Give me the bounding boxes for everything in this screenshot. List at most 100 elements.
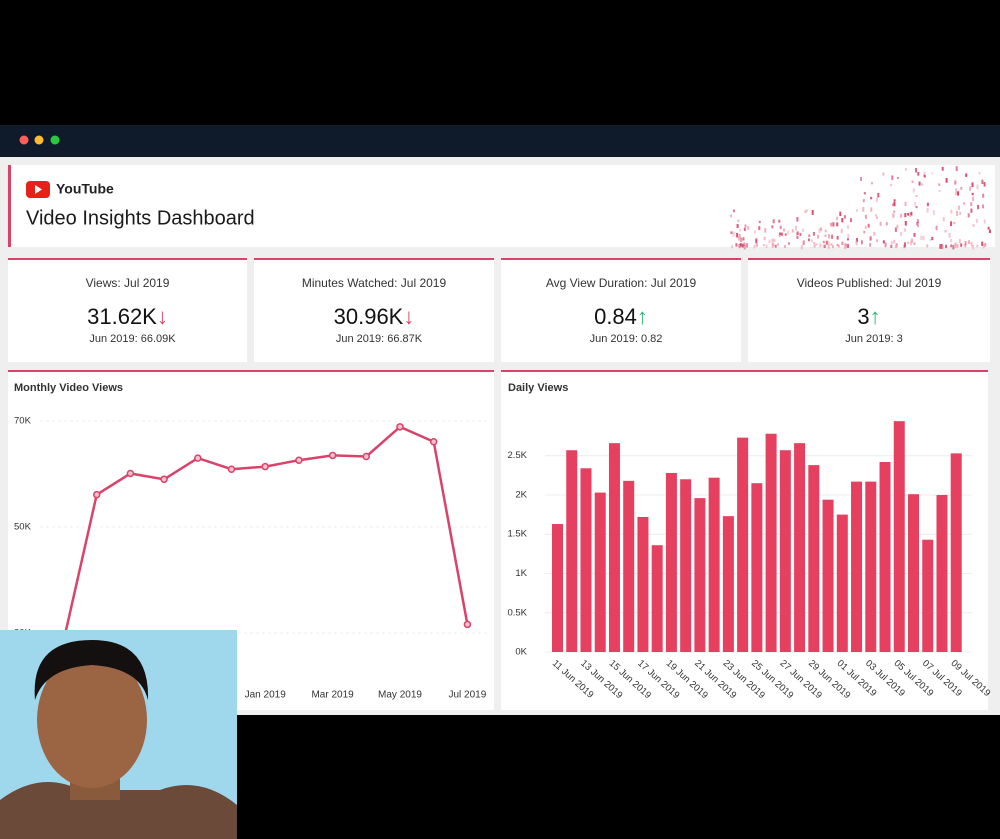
- deco-dot: [747, 226, 750, 230]
- window-dot[interactable]: [34, 135, 44, 145]
- deco-dot: [893, 239, 896, 244]
- chart-title: Daily Views: [508, 382, 568, 394]
- kpi-trend: ↓: [157, 304, 168, 329]
- deco-dot: [800, 244, 803, 250]
- deco-dot: [841, 218, 844, 223]
- deco-dot: [981, 179, 984, 185]
- deco-dot: [876, 239, 878, 243]
- deco-dot: [909, 212, 912, 218]
- deco-dot: [860, 240, 863, 245]
- bar: [751, 483, 763, 652]
- deco-dot: [935, 225, 938, 231]
- deco-dot: [904, 221, 907, 226]
- deco-dot: [795, 225, 797, 231]
- deco-dot: [743, 245, 746, 250]
- deco-dot: [923, 174, 926, 178]
- deco-dot: [976, 184, 979, 190]
- deco-dot: [870, 207, 873, 212]
- bar: [865, 481, 877, 652]
- deco-dot: [817, 234, 820, 239]
- bar: [737, 437, 749, 652]
- deco-dot: [836, 216, 839, 221]
- bar: [765, 433, 777, 652]
- deco-dot: [918, 181, 921, 186]
- deco-dot: [876, 216, 879, 219]
- deco-dot: [950, 244, 953, 248]
- bar: [608, 443, 620, 652]
- kpi-accent: [254, 258, 494, 260]
- point: [328, 451, 337, 460]
- deco-dot: [920, 235, 923, 241]
- deco-dot: [882, 172, 885, 176]
- deco-dot: [825, 240, 828, 245]
- bar: [950, 453, 962, 652]
- point: [295, 456, 303, 464]
- header-accent: [8, 165, 11, 247]
- deco-dot: [945, 178, 948, 183]
- deco-dot: [955, 166, 958, 172]
- deco-dot: [942, 245, 944, 250]
- deco-dot: [839, 211, 842, 217]
- kpi-value: 31.62K: [87, 304, 157, 329]
- deco-dot: [871, 182, 873, 185]
- deco-dot: [939, 244, 942, 249]
- deco-dot: [804, 210, 807, 213]
- deco-dot: [896, 177, 899, 180]
- bar: [893, 421, 905, 652]
- deco-dot: [731, 245, 734, 249]
- deco-dot: [922, 236, 925, 241]
- deco-dot: [972, 245, 975, 250]
- deco-dot: [977, 205, 980, 210]
- deco-dot: [730, 231, 733, 234]
- bar: [722, 516, 734, 652]
- deco-dot: [904, 213, 907, 218]
- deco-dot: [893, 201, 896, 207]
- window-dot[interactable]: [50, 135, 60, 145]
- deco-dot: [958, 239, 961, 244]
- deco-dot: [984, 243, 987, 247]
- deco-dot: [971, 192, 974, 196]
- deco-dot: [910, 240, 913, 246]
- deco-dot: [956, 244, 959, 248]
- deco-dot: [873, 231, 876, 236]
- window-bar: [0, 125, 1000, 157]
- kpi-trend: ↑: [637, 304, 648, 329]
- deco-dot: [870, 196, 873, 200]
- deco-dot: [802, 240, 805, 245]
- deco-dot: [914, 201, 917, 206]
- deco-dot: [879, 221, 882, 226]
- deco-dot: [841, 241, 844, 246]
- deco-dot: [730, 214, 732, 218]
- deco-dot: [758, 220, 761, 224]
- deco-dot: [983, 219, 986, 224]
- x-tick-label: Mar 2019: [311, 690, 354, 701]
- deco-dot: [847, 238, 849, 241]
- deco-dot: [808, 238, 810, 242]
- deco-dot: [773, 239, 776, 242]
- deco-dot: [982, 204, 984, 209]
- play-icon: [35, 185, 42, 194]
- deco-dot: [959, 211, 962, 215]
- point: [194, 454, 202, 462]
- kpi-accent: [501, 258, 741, 260]
- deco-dot: [840, 228, 843, 234]
- kpi-trend: ↓: [403, 304, 414, 329]
- point: [429, 437, 438, 446]
- kpi-value: 3: [857, 304, 869, 329]
- point: [261, 462, 269, 471]
- deco-dot: [768, 239, 771, 243]
- kpi-value: 30.96K: [334, 304, 404, 329]
- deco-dot: [869, 243, 872, 247]
- deco-dot: [847, 244, 849, 248]
- deco-dot: [827, 244, 830, 249]
- deco-dot: [739, 229, 741, 232]
- deco-dot: [779, 225, 782, 230]
- bar: [822, 499, 834, 652]
- deco-dot: [903, 244, 906, 249]
- kpi-card: [8, 258, 247, 362]
- deco-dot: [970, 241, 973, 246]
- bar: [623, 480, 635, 652]
- window-dot[interactable]: [19, 135, 29, 145]
- x-tick-label: Jul 2019: [448, 690, 486, 701]
- deco-dot: [818, 228, 821, 233]
